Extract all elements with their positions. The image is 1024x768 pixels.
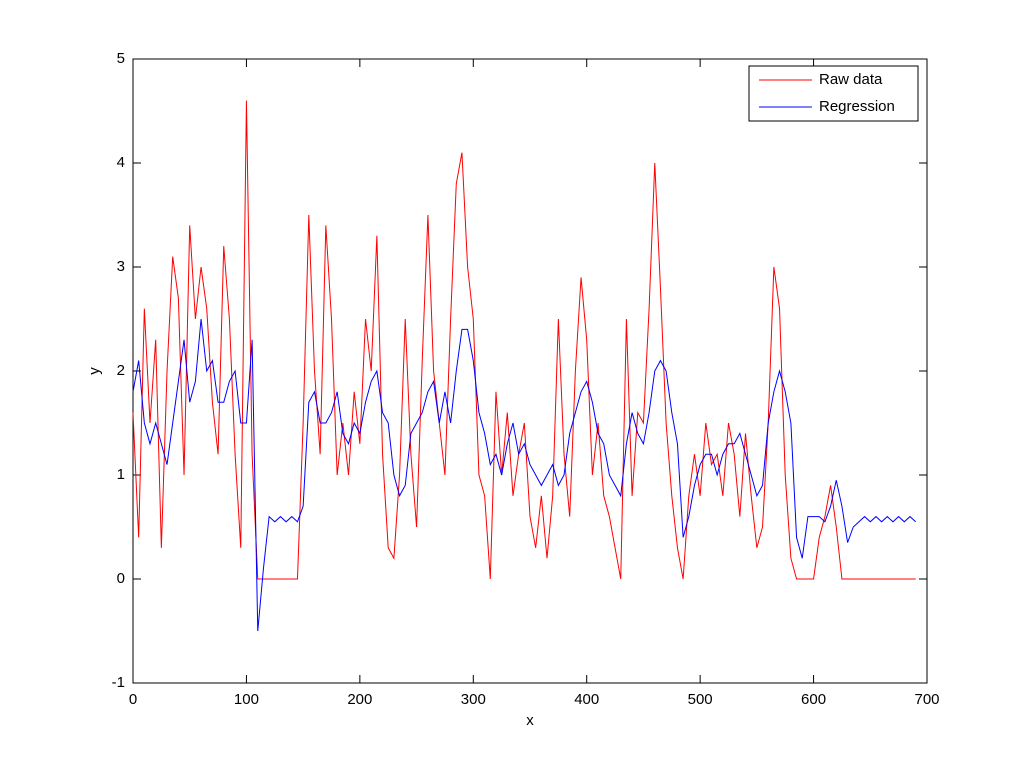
y-tick-label: -1 (112, 674, 125, 691)
legend-label: Raw data (819, 71, 883, 88)
x-tick-label: 700 (914, 691, 939, 708)
y-axis-label: y (86, 367, 103, 375)
x-tick-label: 100 (234, 691, 259, 708)
x-tick-label: 400 (574, 691, 599, 708)
y-tick-label: 4 (117, 154, 125, 171)
data-line (132, 318, 916, 632)
legend-label: Regression (819, 98, 895, 115)
x-tick-label: 600 (801, 691, 826, 708)
data-line (132, 100, 916, 580)
x-tick-label: 0 (129, 691, 137, 708)
x-tick-label: 200 (347, 691, 372, 708)
y-tick-label: 2 (117, 362, 125, 379)
y-tick-label: 5 (117, 50, 125, 67)
x-axis-label: x (526, 712, 534, 729)
y-tick-label: 0 (117, 570, 125, 587)
x-tick-label: 500 (688, 691, 713, 708)
legend-box (748, 65, 919, 122)
y-tick-label: 1 (117, 466, 125, 483)
y-tick-label: 3 (117, 258, 125, 275)
x-tick-label: 300 (461, 691, 486, 708)
